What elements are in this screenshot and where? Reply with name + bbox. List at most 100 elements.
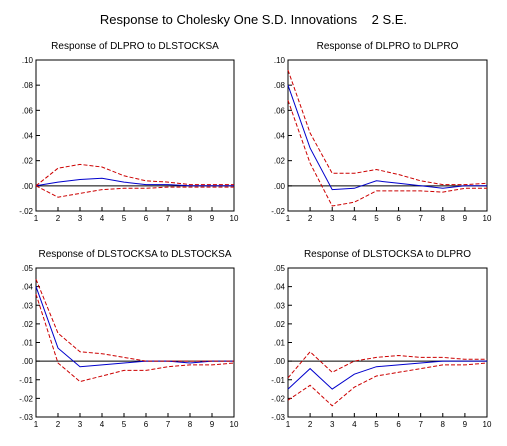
y-tick-label: .00 xyxy=(22,357,34,366)
x-tick-label: 3 xyxy=(330,420,335,429)
panel-title: Response of DLSTOCKSA to DLPRO xyxy=(304,249,471,260)
x-tick-label: 3 xyxy=(78,214,83,223)
y-tick-label: .08 xyxy=(22,81,34,90)
x-tick-label: 6 xyxy=(396,214,401,223)
x-tick-label: 1 xyxy=(286,214,291,223)
x-tick-label: 1 xyxy=(34,420,39,429)
response-line xyxy=(287,360,487,390)
y-tick-label: -.02 xyxy=(19,207,33,216)
band-line-upper xyxy=(287,69,488,186)
x-tick-label: 5 xyxy=(374,420,379,429)
response-line xyxy=(287,85,487,191)
x-tick-label: 8 xyxy=(188,214,193,223)
y-tick-label: .03 xyxy=(22,301,34,310)
response-line xyxy=(35,286,234,368)
x-tick-label: 8 xyxy=(188,420,193,429)
band-line-upper xyxy=(35,163,234,187)
y-tick-label: .10 xyxy=(22,56,34,65)
x-tick-label: 4 xyxy=(100,420,105,429)
x-tick-label: 3 xyxy=(78,420,83,429)
x-tick-label: 9 xyxy=(210,420,215,429)
x-tick-label: 1 xyxy=(286,420,291,429)
x-tick-label: 2 xyxy=(308,214,313,223)
x-tick-label: 7 xyxy=(166,214,171,223)
y-tick-label: .04 xyxy=(22,283,34,292)
y-tick-label: .01 xyxy=(22,339,34,348)
y-tick-label: .08 xyxy=(274,81,286,90)
y-tick-label: .02 xyxy=(274,157,286,166)
x-tick-label: 6 xyxy=(144,420,149,429)
y-tick-label: .06 xyxy=(22,106,34,115)
x-tick-label: 10 xyxy=(483,214,492,223)
y-tick-label: -.02 xyxy=(271,394,285,403)
irf-panel-1: Response of DLPRO to DLSTOCKSA -.02 .00 .02… xyxy=(19,41,239,223)
y-tick-label: .04 xyxy=(274,283,286,292)
y-tick-label: .03 xyxy=(274,301,286,310)
y-tick-label: -.03 xyxy=(271,413,285,422)
x-tick-label: 5 xyxy=(122,420,127,429)
y-tick-label: -.01 xyxy=(19,376,33,385)
x-tick-label: 4 xyxy=(352,214,357,223)
x-tick-label: 5 xyxy=(122,214,127,223)
y-tick-label: .01 xyxy=(274,339,286,348)
band-label: 2 S.E. xyxy=(371,12,408,27)
y-tick-label: -.02 xyxy=(271,207,285,216)
band-line-lower xyxy=(35,293,235,383)
response-line xyxy=(35,177,234,187)
x-tick-label: 9 xyxy=(463,214,468,223)
y-tick-label: .10 xyxy=(274,56,286,65)
x-tick-label: 8 xyxy=(441,214,446,223)
y-tick-label: .00 xyxy=(274,357,286,366)
y-tick-label: -.03 xyxy=(19,413,33,422)
plot-frame xyxy=(287,59,488,212)
x-tick-label: 3 xyxy=(330,214,335,223)
x-tick-label: 9 xyxy=(463,420,468,429)
x-tick-label: 7 xyxy=(418,420,423,429)
band-line-lower xyxy=(287,100,487,207)
plot-frame xyxy=(35,267,235,418)
x-tick-label: 10 xyxy=(230,420,239,429)
x-tick-label: 4 xyxy=(100,214,105,223)
y-tick-label: -.01 xyxy=(271,376,285,385)
y-tick-label: .00 xyxy=(22,182,34,191)
x-tick-label: 4 xyxy=(352,420,357,429)
y-tick-label: .05 xyxy=(22,264,34,273)
x-tick-label: 2 xyxy=(308,420,313,429)
x-tick-label: 7 xyxy=(418,214,423,223)
band-line-upper xyxy=(287,351,487,379)
figure-title: Response to Cholesky One S.D. Innovation… xyxy=(0,12,507,27)
x-tick-label: 2 xyxy=(56,214,61,223)
plot-frame xyxy=(287,267,488,418)
y-tick-label: -.02 xyxy=(19,394,33,403)
panel-title: Response of DLSTOCKSA to DLSTOCKSA xyxy=(38,249,231,260)
x-tick-label: 9 xyxy=(210,214,215,223)
x-tick-label: 5 xyxy=(374,214,379,223)
y-tick-label: .00 xyxy=(274,182,286,191)
x-tick-label: 6 xyxy=(396,420,401,429)
figure-title-text: Response to Cholesky One S.D. Innovation… xyxy=(99,12,358,27)
band-line-lower xyxy=(35,185,234,198)
panel-title: Response of DLPRO to DLPRO xyxy=(317,41,459,52)
x-tick-label: 10 xyxy=(230,214,239,223)
y-tick-label: .06 xyxy=(274,106,286,115)
panel-title: Response of DLPRO to DLSTOCKSA xyxy=(51,41,219,52)
y-tick-label: .05 xyxy=(274,264,286,273)
y-tick-label: .02 xyxy=(22,320,34,329)
x-tick-label: 1 xyxy=(34,214,39,223)
x-tick-label: 7 xyxy=(166,420,171,429)
band-line-lower xyxy=(287,362,488,407)
y-tick-label: .02 xyxy=(274,320,286,329)
y-tick-label: .04 xyxy=(274,132,286,141)
irf-panel-3: Response of DLSTOCKSA to DLSTOCKSA -.03 -.… xyxy=(19,249,239,429)
band-line-upper xyxy=(35,279,234,362)
y-tick-label: .04 xyxy=(22,132,34,141)
x-tick-label: 6 xyxy=(144,214,149,223)
x-tick-label: 10 xyxy=(483,420,492,429)
x-tick-label: 8 xyxy=(441,420,446,429)
irf-panel-4: Response of DLSTOCKSA to DLPRO -.03 -.02 -.… xyxy=(271,249,492,429)
y-tick-label: .02 xyxy=(22,157,34,166)
x-tick-label: 2 xyxy=(56,420,61,429)
irf-panel-2: Response of DLPRO to DLPRO -.02 .00 .02 .04.… xyxy=(271,41,492,223)
